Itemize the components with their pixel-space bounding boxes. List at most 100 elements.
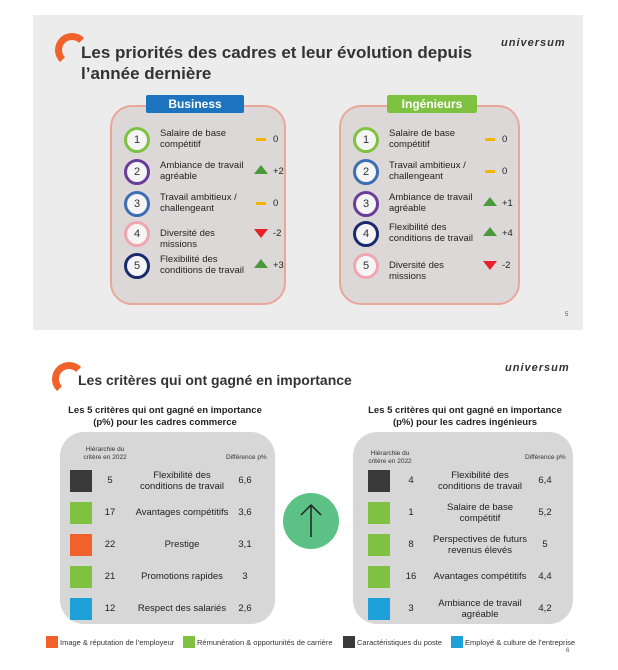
criterion-line-2: conditions de travail [160, 265, 244, 276]
criterion-label: Travail ambitieux / challengeant [160, 192, 252, 214]
criterion-label: Diversité des missions [389, 260, 481, 282]
slide-2-title: Les critères qui ont gagné en importance [78, 372, 352, 388]
criterion-line-1: Travail ambitieux / [160, 192, 237, 203]
triangle-up-icon [483, 197, 497, 206]
criterion-line-1: Diversité des missions [389, 260, 444, 282]
criterion-line-1: Flexibilité des [160, 254, 218, 265]
priority-row: 3 Travail ambitieux / challengeant 0 [112, 189, 284, 219]
change-value: 0 [502, 134, 508, 145]
category-square [70, 502, 92, 524]
criterion-line-1: Prestige [164, 539, 200, 550]
dash-icon [485, 170, 495, 173]
commerce-subtitle-line-1: Les 5 critères qui ont gagné en importan… [68, 405, 262, 416]
rank-value: 5 [107, 475, 113, 486]
rank-circle: 4 [353, 221, 379, 247]
legend-label: Image & réputation de l’employeur [60, 638, 175, 647]
priority-row: 4 Diversité des missions -2 [112, 219, 284, 250]
criterion-line-1: Travail ambitieux / [389, 160, 466, 171]
commerce-subtitle: Les 5 critères qui ont gagné en importan… [50, 405, 280, 429]
engineers-title: Ingénieurs [387, 95, 477, 113]
criterion-line-2: challengeant [160, 203, 214, 214]
commerce-table-panel: Hiérarchie du critère en 2022 Différence… [60, 432, 275, 624]
legend-label: Rémunération & opportunités de carrière [197, 638, 333, 647]
difference-value: 3 [242, 571, 248, 582]
criterion-line-2: compétitif [389, 139, 430, 150]
criterion-line-1: Flexibilité des [153, 470, 211, 481]
criterion-line-1: Flexibilité des [451, 470, 509, 481]
commerce-diff-header: Différence p% [226, 454, 267, 461]
criterion-label: Promotions rapides [130, 571, 234, 582]
orange-arc-icon [52, 362, 86, 396]
criterion-label: Salaire de base compétitif [425, 502, 535, 524]
criterion-line-2: conditions de travail [140, 481, 224, 492]
criterion-line-1: Salaire de base [389, 128, 456, 139]
criterion-label: Diversité des missions [160, 228, 252, 250]
commerce-subtitle-line-2: (p%) pour les cadres commerce [93, 417, 237, 428]
rank-value: 12 [104, 603, 116, 614]
difference-value: 6,6 [238, 475, 252, 486]
category-square [368, 502, 390, 524]
difference-value: 6,4 [538, 475, 552, 486]
triangle-up-icon [254, 165, 268, 174]
rank-circle: 1 [124, 127, 150, 153]
triangle-up-icon [254, 259, 268, 268]
rank-circle: 1 [353, 127, 379, 153]
change-value: 0 [502, 166, 508, 177]
criterion-line-2: revenus élevés [448, 545, 512, 556]
rank-value: 17 [104, 507, 116, 518]
rank-value: 8 [408, 539, 414, 550]
priority-row: 4 Flexibilité des conditions de travail +4 [341, 219, 518, 249]
triangle-down-icon [254, 229, 268, 238]
legend-label: Employé & culture de l’entreprise [465, 638, 576, 647]
page-number: 5 [565, 312, 569, 318]
category-square [70, 566, 92, 588]
legend-square [451, 636, 463, 648]
rank-value: 22 [104, 539, 116, 550]
rank-value: 21 [104, 571, 116, 582]
difference-value: 5,2 [538, 507, 552, 518]
commerce-rank-header: Hiérarchie du critère en 2022 [80, 446, 130, 462]
change-value: -2 [502, 260, 511, 271]
page-number: 6 [566, 648, 570, 654]
criterion-line-1: Ambiance de travail [160, 160, 244, 171]
criterion-label: Flexibilité des conditions de travail [130, 470, 234, 492]
difference-value: 4,2 [538, 603, 552, 614]
engineers-subtitle-line-2: (p%) pour les cadres ingénieurs [392, 417, 538, 428]
difference-value: 2,6 [238, 603, 252, 614]
category-square [368, 598, 390, 620]
criterion-line-1: Avantages compétitifs [433, 571, 527, 582]
criterion-label: Travail ambitieux / challengeant [389, 160, 481, 182]
criterion-label: Flexibilité des conditions de travail [425, 470, 535, 492]
orange-arc-icon [55, 33, 89, 67]
rank-header-line-2: critère en 2022 [83, 454, 127, 461]
slide-1-title: Les priorités des cadres et leur évoluti… [81, 43, 473, 83]
criterion-label: Ambiance de travail agréable [160, 160, 252, 182]
legend-square [183, 636, 195, 648]
engineers-table-panel: Hiérarchie du critère en 2022 Différence… [353, 432, 573, 624]
criterion-line-1: Respect des salariés [137, 603, 227, 614]
criterion-label: Ambiance de travail agréable [425, 598, 535, 620]
criterion-line-1: Promotions rapides [141, 571, 223, 582]
rank-value: 1 [408, 507, 414, 518]
change-value: -2 [273, 228, 282, 239]
dash-icon [485, 138, 495, 141]
triangle-down-icon [483, 261, 497, 270]
change-value: +3 [273, 260, 284, 271]
priority-row: 1 Salaire de base compétitif 0 [341, 125, 518, 155]
difference-value: 4,4 [538, 571, 552, 582]
difference-value: 3,6 [238, 507, 252, 518]
up-arrow-circle [283, 493, 339, 549]
criterion-line-1: Perspectives de futurs [433, 534, 527, 545]
engineers-subtitle-line-1: Les 5 critères qui ont gagné en importan… [368, 405, 562, 416]
priority-row: 5 Diversité des missions -2 [341, 251, 518, 282]
legend-square [46, 636, 58, 648]
rank-value: 3 [408, 603, 414, 614]
priority-row: 5 Flexibilité des conditions de travail +3 [112, 251, 284, 281]
legend-square [343, 636, 355, 648]
rank-value: 4 [408, 475, 414, 486]
rank-header-line-1: Hiérarchie du [370, 450, 410, 457]
criterion-label: Avantages compétitifs [425, 571, 535, 582]
category-square [368, 470, 390, 492]
slide-1: universum Les priorités des cadres et le… [33, 15, 583, 330]
universum-logo: universum [505, 362, 570, 374]
